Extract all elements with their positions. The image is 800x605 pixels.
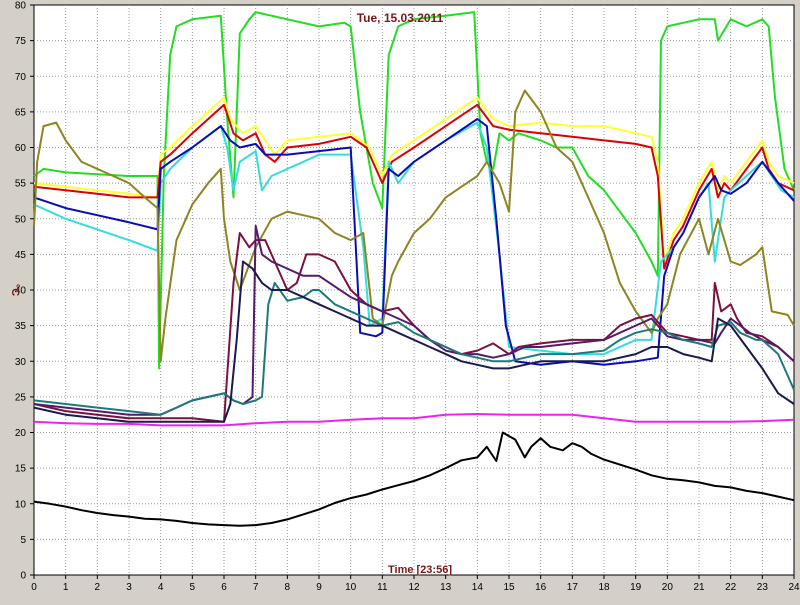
y-tick-label: 0 <box>20 571 26 582</box>
series-line-5 <box>33 118 795 366</box>
x-tick-label: 14 <box>472 582 484 593</box>
x-tick-label: 6 <box>221 582 227 593</box>
y-tick-label: 80 <box>15 1 27 12</box>
y-tick-label: 60 <box>15 143 27 154</box>
x-axis-label: Time [23:56] <box>388 564 452 576</box>
x-tick-label: 13 <box>440 582 452 593</box>
x-tick-label: 17 <box>567 582 579 593</box>
x-tick-label: 23 <box>757 582 769 593</box>
y-tick-label: 65 <box>15 107 27 118</box>
x-tick-label: 22 <box>725 582 737 593</box>
series-line-12 <box>33 431 795 527</box>
series-line-3 <box>33 103 795 270</box>
x-tick-label: 0 <box>31 582 37 593</box>
x-tick-label: 7 <box>253 582 259 593</box>
x-tick-label: 19 <box>630 582 642 593</box>
x-tick-label: 11 <box>377 582 388 593</box>
y-tick-label: 70 <box>15 72 27 83</box>
x-tick-label: 18 <box>598 582 610 593</box>
chart-title: Tue, 15.03.2011 <box>357 11 444 25</box>
x-tick-label: 5 <box>190 582 196 593</box>
x-tick-label: 8 <box>285 582 291 593</box>
x-tick-label: 16 <box>535 582 547 593</box>
series-line-10 <box>33 260 795 423</box>
y-axis-label: °C <box>9 284 21 296</box>
x-tick-label: 10 <box>345 582 357 593</box>
y-tick-label: 75 <box>15 36 27 47</box>
x-tick-label: 3 <box>126 582 132 593</box>
y-tick-label: 15 <box>15 464 27 475</box>
x-tick-label: 12 <box>408 582 420 593</box>
y-tick-label: 5 <box>20 535 26 546</box>
x-tick-label: 9 <box>316 582 322 593</box>
y-tick-label: 35 <box>15 321 27 332</box>
x-tick-label: 4 <box>158 582 164 593</box>
series-line-9 <box>33 281 795 416</box>
series-line-2 <box>33 96 795 263</box>
y-tick-label: 25 <box>15 392 27 403</box>
x-tick-label: 15 <box>503 582 515 593</box>
series-line-1 <box>33 11 795 370</box>
x-tick-label: 20 <box>662 582 674 593</box>
y-tick-label: 10 <box>15 499 27 510</box>
axes: 0 1 2 3 4 5 6 7 8 9 10 11 12 13 14 15 16 17 18 19 20 21 22 23 24… <box>15 1 800 594</box>
series-line-6 <box>33 89 795 363</box>
x-tick-label: 2 <box>95 582 101 593</box>
x-tick-label: 1 <box>63 582 69 593</box>
x-tick-label: 24 <box>788 582 800 593</box>
y-tick-label: 45 <box>15 250 27 261</box>
y-tick-label: 30 <box>15 357 27 368</box>
series-line-11 <box>33 413 795 427</box>
y-tick-label: 55 <box>15 179 27 190</box>
y-tick-label: 40 <box>15 286 27 297</box>
y-tick-label: 50 <box>15 214 27 225</box>
x-tick-label: 21 <box>693 582 705 593</box>
series-group <box>33 11 795 527</box>
y-tick-label: 20 <box>15 428 27 439</box>
